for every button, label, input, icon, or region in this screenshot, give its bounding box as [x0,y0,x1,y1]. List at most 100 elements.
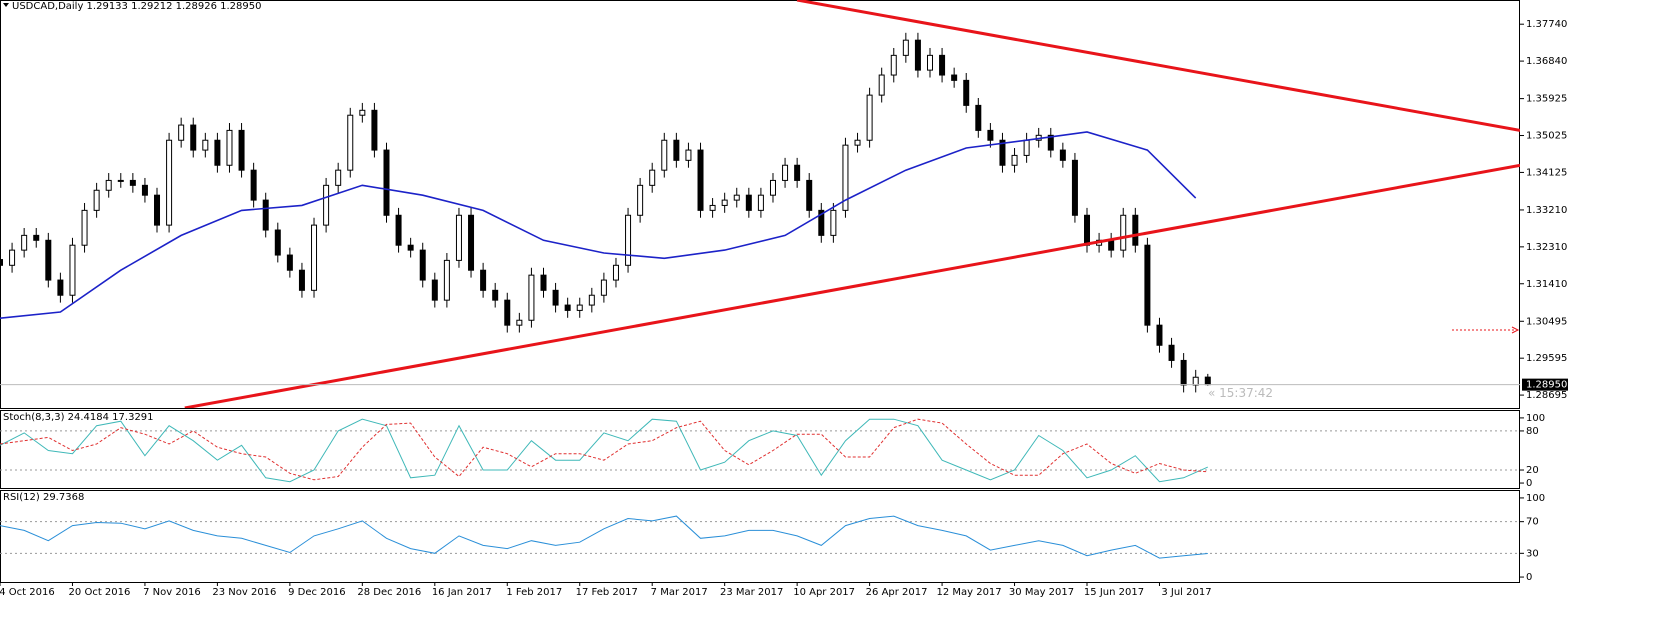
candle-body [0,259,3,266]
x-tick-label: 10 Apr 2017 [793,587,855,598]
series-line [0,131,1197,319]
candle-body [33,234,40,241]
x-tick-label: 28 Dec 2016 [357,587,421,598]
candle-body [105,179,112,191]
alert-arrow-head [1511,326,1520,334]
candle-body [323,184,330,226]
candle-body [540,274,547,291]
y-tick-label: 1.35925 [1526,94,1567,105]
candle-body [57,279,64,296]
candle-body [166,139,173,226]
x-tick-label: 20 Oct 2016 [69,587,131,598]
candle-body [214,139,221,166]
candle-body [202,139,209,151]
x-tick-label: 15 Jun 2017 [1084,587,1144,598]
candle-body [468,214,475,271]
candle-body [250,169,257,201]
candle-body [745,194,752,211]
candle-body [987,129,994,141]
candle-body [1084,214,1091,246]
candle-body [443,259,450,301]
candle-body [564,304,571,311]
y-tick-label: 1.28695 [1526,390,1567,401]
candle-body [552,289,559,306]
candle-body [81,209,88,246]
candle-body [914,39,921,71]
candle-body [1192,376,1199,386]
title-marker [3,3,9,7]
candle-body [673,139,680,161]
candle-body [999,139,1006,166]
candle-body [311,224,318,291]
candle-body [298,269,305,291]
candle-body [612,264,619,281]
x-tick-label: 1 Feb 2017 [506,587,562,598]
stoch-panel [0,410,1520,489]
candle-body [1011,154,1018,166]
candle-body [685,149,692,161]
candle-body [939,54,946,76]
y-tick-label: 1.30495 [1526,316,1567,327]
y-tick-label: 1.31410 [1526,279,1567,290]
y-tick-label: 1.37740 [1526,19,1567,30]
panel-title: USDCAD,Daily 1.29133 1.29212 1.28926 1.2… [12,1,262,12]
candle-body [178,124,185,141]
candle-body [697,149,704,211]
candle-body [226,129,233,166]
y-tick-label: 70 [1526,517,1539,528]
candle-body [1168,344,1175,361]
candle-body [455,214,462,261]
candle-body [842,144,849,211]
candle-body [274,229,281,256]
plot-area [0,515,1520,559]
candle-body [649,169,656,186]
candle-body [371,109,378,151]
candle-body [769,179,776,196]
x-tick-label: 23 Mar 2017 [720,587,783,598]
x-tick-label: 12 May 2017 [936,587,1001,598]
current-price-box [1522,378,1568,391]
candle-body [383,149,390,216]
candle-body [1180,359,1187,386]
x-tick-label: 3 Jul 2017 [1161,587,1211,598]
candle-body [902,39,909,56]
panel-title: Stoch(8,3,3) 24.4184 17.3291 [3,412,154,423]
y-tick-label: 0 [1526,478,1532,489]
candle-body [757,194,764,211]
current-price-label: 1.28950 [1526,380,1567,391]
x-tick-label: 26 Apr 2017 [866,587,928,598]
candle-body [504,299,511,326]
y-tick-label: 0 [1526,572,1532,583]
candle-body [516,319,523,326]
candle-body [1071,159,1078,216]
candle-body [69,244,76,296]
candle-body [830,209,837,236]
x-tick-label: 4 Oct 2016 [0,587,55,598]
candle-body [588,294,595,306]
candle-body [21,234,28,251]
y-tick-label: 1.35025 [1526,131,1567,142]
bar-timer: « 15:37:42 [1208,386,1273,400]
candle-body [782,164,789,181]
candle-body [975,104,982,131]
candle-body [431,279,438,301]
candle-body [576,304,583,311]
series-line [0,515,1208,559]
candle-body [951,74,958,81]
x-tick-label: 7 Nov 2016 [143,587,201,598]
candle-body [262,199,269,231]
candle-body [190,124,197,151]
rsi-panel [0,490,1520,583]
candle-body [854,139,861,146]
candle-body [117,179,124,182]
x-tick-label: 16 Jan 2017 [432,587,492,598]
candle-body [9,249,16,266]
y-tick-label: 1.34125 [1526,167,1567,178]
candle-body [407,244,414,251]
y-tick-label: 20 [1526,465,1539,476]
x-tick-label: 23 Nov 2016 [212,587,276,598]
candle-body [866,94,873,141]
candle-body [926,54,933,71]
candle-body [1132,214,1139,246]
